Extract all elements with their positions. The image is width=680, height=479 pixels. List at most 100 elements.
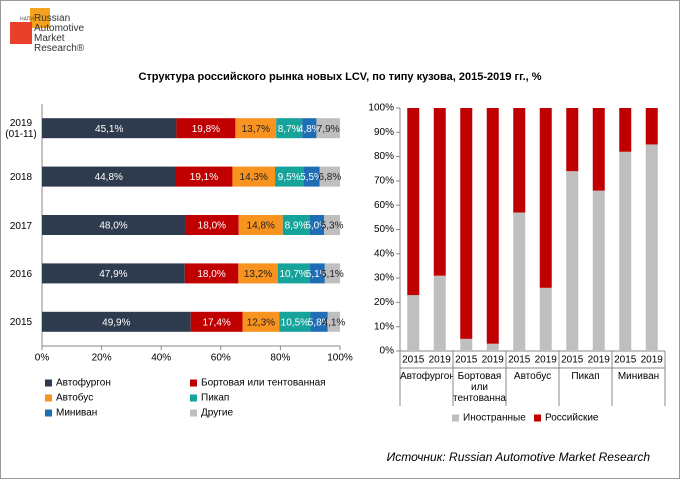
y-tick-label: 80% xyxy=(374,151,394,162)
value-label: 10,5% xyxy=(281,317,309,328)
bar-segment xyxy=(319,166,340,187)
y-tick-label-box: 2016 xyxy=(10,269,32,280)
y-tick-label: 100% xyxy=(368,103,394,114)
bar-segment xyxy=(302,118,317,139)
value-label: 12,3% xyxy=(247,317,275,328)
value-label: 14,3% xyxy=(240,172,268,183)
bar-segment xyxy=(539,287,552,351)
y-tick-label: 50% xyxy=(374,224,394,235)
x-tick-label: 2015 xyxy=(455,355,478,366)
bar-segment xyxy=(645,144,658,351)
bar-segment xyxy=(42,263,185,284)
y-tick-label: 40% xyxy=(374,248,394,259)
value-label: 45,1% xyxy=(95,124,123,135)
legend-swatch xyxy=(534,414,541,422)
value-label: 4,8% xyxy=(298,124,321,135)
group-label-box: Автобус xyxy=(514,371,551,382)
logo-text-box: Russian Automotive Market Research® xyxy=(34,14,84,54)
legend-label: Иностранные xyxy=(463,413,526,424)
bar-segment xyxy=(238,263,278,284)
legend-label: Российские xyxy=(545,413,599,424)
bar-segment xyxy=(407,295,420,351)
bar-segment xyxy=(539,108,552,288)
y-tick-label: 20% xyxy=(374,297,394,308)
value-label: 49,9% xyxy=(102,317,130,328)
group-label-box: Автофургон xyxy=(400,371,453,382)
legend-swatch xyxy=(190,394,197,402)
bar-segment xyxy=(309,263,325,284)
legend-swatch xyxy=(190,409,197,417)
value-label: 6,8% xyxy=(318,172,341,183)
bar-segment xyxy=(184,263,239,284)
bar-segment xyxy=(460,338,473,351)
logo-square xyxy=(30,8,50,28)
group-label: Пикап xyxy=(571,371,600,382)
x-tick-label: 80% xyxy=(270,353,290,364)
value-label: 8,9% xyxy=(285,221,308,232)
bar-segment xyxy=(316,118,340,139)
legend-swatch xyxy=(452,414,459,422)
y-tick-label: 90% xyxy=(374,127,394,138)
y-tick-label-box: 2018 xyxy=(10,172,32,183)
group-label: Миниван xyxy=(617,371,660,382)
bar-segment xyxy=(309,215,325,235)
x-tick-label: 40% xyxy=(151,353,171,364)
bar-segment xyxy=(460,108,473,339)
bar-segment xyxy=(276,118,303,139)
x-tick-label: 2019 xyxy=(641,355,664,366)
y-tick-label: 0% xyxy=(380,346,395,357)
bar-segment xyxy=(279,311,311,332)
bar-segment xyxy=(282,215,310,235)
value-label: 9,5% xyxy=(278,172,301,183)
bar-segment xyxy=(433,275,446,351)
group-label-box: Пикап xyxy=(571,371,600,382)
bar-segment xyxy=(176,118,236,139)
bar-segment xyxy=(407,108,420,296)
bar-segment xyxy=(433,108,446,276)
logo-square xyxy=(10,22,32,44)
value-label: 18,0% xyxy=(197,269,225,280)
chart-title: Структура российского рынка новых LCV, п… xyxy=(138,71,541,83)
legend-swatch xyxy=(45,394,52,402)
value-label: 5,1% xyxy=(306,269,329,280)
bar-segment xyxy=(566,108,579,172)
bar-segment xyxy=(310,311,328,332)
value-label: 19,1% xyxy=(190,172,218,183)
bar-segment xyxy=(327,311,340,332)
value-label: 10,7% xyxy=(279,269,307,280)
y-tick-label-box: 2017 xyxy=(9,220,33,232)
legend-label: Другие xyxy=(201,408,233,419)
bar-segment xyxy=(619,151,632,351)
x-tick-label: 0% xyxy=(35,353,50,364)
x-tick-label: 2019 xyxy=(482,355,505,366)
bar-segment xyxy=(303,166,320,187)
y-tick-label: 2017 xyxy=(9,220,33,232)
bar-segment xyxy=(42,215,186,235)
value-label: 5,8% xyxy=(308,317,331,328)
legend-label: Автобус xyxy=(56,392,93,404)
value-label: 17,4% xyxy=(202,317,230,328)
bar-segment xyxy=(566,171,579,351)
y-tick-label-box: 2019 (01-11) xyxy=(5,118,37,140)
legend-swatch xyxy=(45,409,52,417)
value-label: 44,8% xyxy=(95,172,123,183)
bar-segment xyxy=(324,215,340,235)
x-tick-label: 2019 xyxy=(429,355,452,366)
bar-segment xyxy=(486,108,499,344)
value-label: 5,3% xyxy=(321,221,344,232)
value-label: 5,5% xyxy=(300,172,323,183)
x-tick-label: 60% xyxy=(211,353,231,364)
bar-segment xyxy=(592,190,605,351)
value-label: 13,2% xyxy=(244,269,272,280)
x-tick-label: 2019 xyxy=(588,355,611,366)
legend-label: Автофургон xyxy=(56,377,111,389)
value-label: 8,7% xyxy=(278,124,301,135)
value-label: 14,8% xyxy=(247,221,275,232)
bar-segment xyxy=(513,212,526,351)
value-label: 47,9% xyxy=(99,269,127,280)
bar-segment xyxy=(242,311,280,332)
logo-badge: НАПИ xyxy=(20,16,34,22)
legend-swatch xyxy=(45,379,52,387)
x-tick-label: 20% xyxy=(92,353,112,364)
